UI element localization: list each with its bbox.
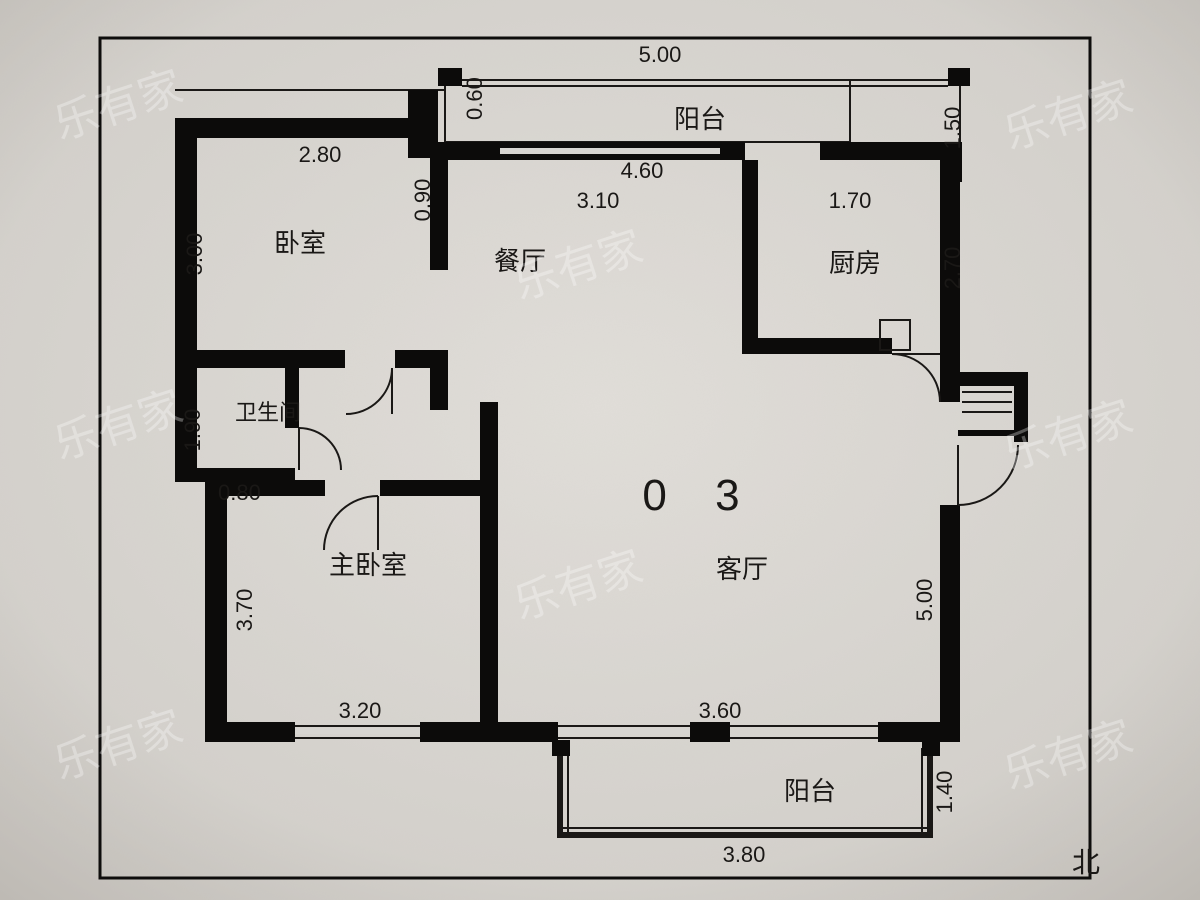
compass-north: 北 bbox=[1072, 847, 1100, 878]
dim-living-w: 3.60 bbox=[699, 698, 742, 723]
label-bath: 卫生间 bbox=[235, 400, 301, 425]
dim-bed2-w: 2.80 bbox=[299, 142, 342, 167]
dim-balcony-depth: 0.60 bbox=[462, 77, 487, 120]
dim-kitchen-h: 2.70 bbox=[940, 247, 965, 290]
unit-number: 0 3 bbox=[642, 471, 757, 520]
dim-kitchen-w: 1.70 bbox=[829, 188, 872, 213]
dim-bed2-h: 3.00 bbox=[182, 233, 207, 276]
dim-bath-w: 0.80 bbox=[218, 480, 261, 505]
label-kitchen: 厨房 bbox=[829, 248, 881, 278]
floorplan-svg: 5.00 0.60 2.80 3.00 0.90 4.60 3.10 1.70 … bbox=[0, 0, 1200, 900]
dim-dining-w: 3.10 bbox=[577, 188, 620, 213]
dim-master-h: 3.70 bbox=[232, 589, 257, 632]
label-bedroom2: 卧室 bbox=[274, 228, 326, 258]
label-master: 主卧室 bbox=[329, 550, 407, 580]
dim-top-span: 5.00 bbox=[639, 42, 682, 67]
label-living: 客厅 bbox=[716, 554, 768, 584]
dim-bal-inner: 4.60 bbox=[621, 158, 664, 183]
label-balcony-bot: 阳台 bbox=[784, 776, 836, 806]
dim-balbot-h: 1.40 bbox=[932, 771, 957, 814]
dim-balbot-w: 3.80 bbox=[723, 842, 766, 867]
dim-living-h: 5.00 bbox=[912, 579, 937, 622]
dim-notch: 0.90 bbox=[410, 179, 435, 222]
dim-bal-side: 1.50 bbox=[940, 107, 965, 150]
floorplan-page: 5.00 0.60 2.80 3.00 0.90 4.60 3.10 1.70 … bbox=[0, 0, 1200, 900]
dim-master-w: 3.20 bbox=[339, 698, 382, 723]
label-balcony-top: 阳台 bbox=[674, 104, 726, 134]
